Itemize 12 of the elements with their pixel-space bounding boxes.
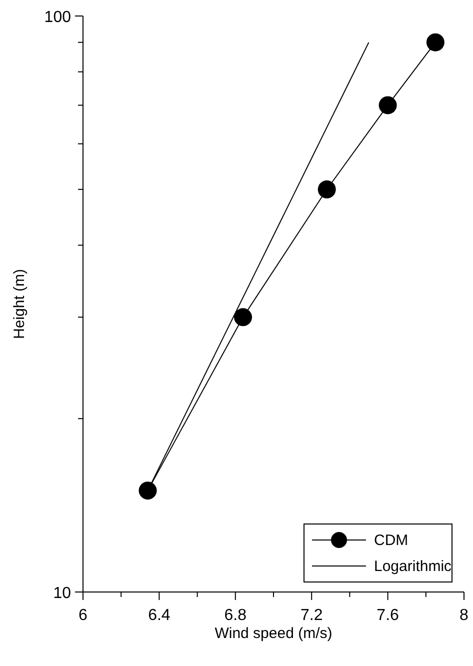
legend-label: CDM	[374, 532, 408, 549]
legend-label: Logarithmic	[374, 558, 452, 575]
x-axis-title: Wind speed (m/s)	[214, 625, 332, 642]
y-axis-title: Height (m)	[11, 268, 28, 340]
y-tick-label: 10	[53, 585, 72, 602]
y-tick-label: 100	[44, 9, 72, 26]
x-tick-label: 6	[78, 607, 88, 624]
x-tick-label: 6.8	[224, 607, 247, 624]
x-tick-label: 7.6	[376, 607, 400, 624]
x-tick-label: 8	[460, 607, 469, 624]
x-tick-label: 7.2	[300, 607, 323, 624]
x-tick-label: 6.4	[148, 607, 170, 624]
